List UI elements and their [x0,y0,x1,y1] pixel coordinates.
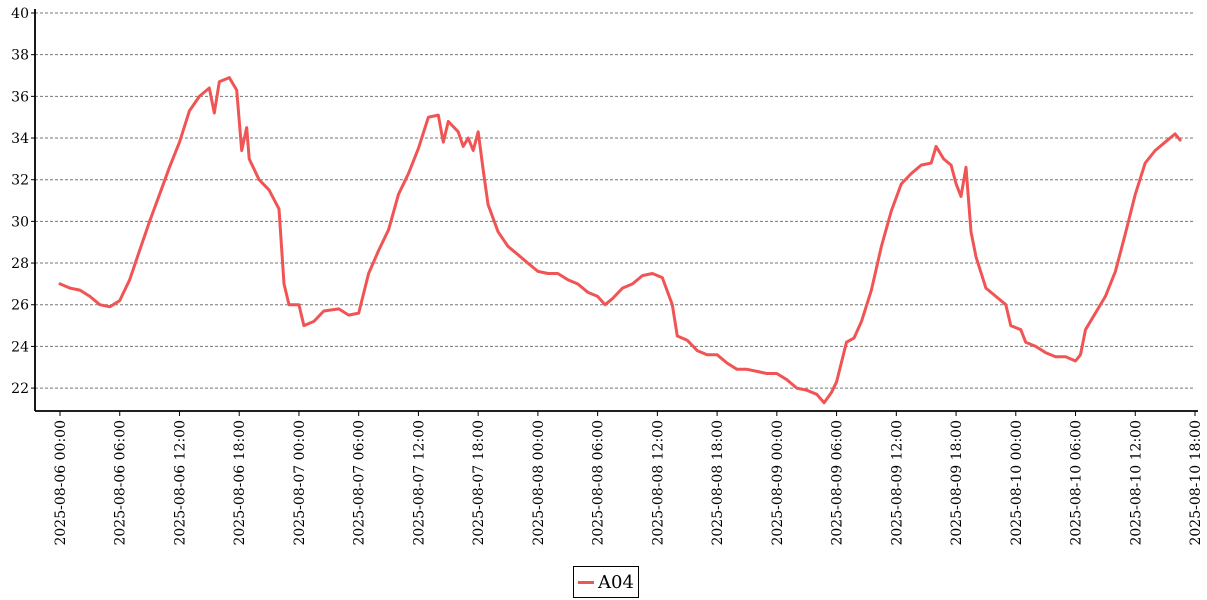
x-tick-label: 2025-08-09 18:00 [949,420,965,546]
y-tick-label: 30 [11,214,29,230]
x-tick-label: 2025-08-06 18:00 [232,420,248,546]
x-tick-label: 2025-08-07 12:00 [411,420,427,546]
x-tick-label: 2025-08-07 06:00 [352,420,368,546]
y-tick-label: 36 [11,89,29,105]
x-tick-label: 2025-08-07 00:00 [292,420,308,546]
x-tick-label: 2025-08-09 06:00 [830,420,846,546]
x-tick-label: 2025-08-09 00:00 [770,420,786,546]
y-tick-label: 28 [11,256,29,272]
x-tick-label: 2025-08-10 18:00 [1188,420,1204,546]
series-line-a04 [58,76,1182,405]
y-tick-label: 40 [11,6,29,22]
gridlines [35,12,1195,389]
x-tick-label: 2025-08-10 12:00 [1128,420,1144,546]
x-tick-label: 2025-08-07 18:00 [471,420,487,546]
y-tick-label: 22 [11,381,29,397]
x-tick-label: 2025-08-06 12:00 [172,420,188,546]
legend-label-a04: A04 [598,571,634,593]
x-tick-label: 2025-08-08 18:00 [710,420,726,546]
x-tick-label: 2025-08-08 06:00 [591,420,607,546]
x-tick-label: 2025-08-10 06:00 [1069,420,1085,546]
legend: A04 [573,566,639,598]
x-tick-label: 2025-08-06 06:00 [113,420,129,546]
y-tick-label: 26 [11,298,29,314]
y-axis-ticks: 22 24 26 28 30 32 34 36 38 40 [11,6,35,397]
x-tick-label: 2025-08-08 00:00 [531,420,547,546]
legend-swatch-a04 [578,580,594,584]
y-tick-label: 24 [11,339,29,355]
x-tick-label: 2025-08-09 12:00 [889,420,905,546]
y-tick-label: 34 [11,131,29,147]
y-tick-label: 38 [11,48,29,64]
x-tick-label: 2025-08-08 12:00 [650,420,666,546]
x-tick-label: 2025-08-06 00:00 [53,420,69,546]
series-layer [58,76,1182,405]
y-tick-label: 32 [11,173,29,189]
x-axis-ticks: 2025-08-06 00:00 2025-08-06 06:00 2025-08-… [53,411,1204,546]
x-tick-label: 2025-08-10 00:00 [1009,420,1025,546]
